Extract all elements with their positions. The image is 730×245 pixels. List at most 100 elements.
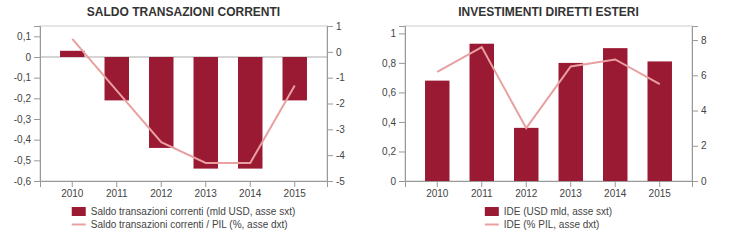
x-axis-line bbox=[41, 182, 328, 188]
x-axis-tick-mark bbox=[205, 181, 206, 187]
y-axis-tick-label: 0,6 bbox=[382, 87, 396, 98]
x-axis-tick: 2012 bbox=[150, 181, 173, 199]
plot-area: 20102011201220132014201500,20,40,60,8102… bbox=[382, 26, 707, 199]
x-axis-tick: 2013 bbox=[560, 181, 583, 199]
bar bbox=[60, 51, 84, 57]
x-axis-tick-mark bbox=[526, 181, 527, 187]
y-axis-tick: -0,3 bbox=[14, 114, 40, 125]
y2-axis-tick: 6 bbox=[692, 70, 707, 81]
y-axis-tick-mark bbox=[34, 119, 40, 120]
x-axis-tick: 2011 bbox=[106, 181, 128, 199]
y-axis-tick: 0,4 bbox=[382, 117, 405, 128]
x-axis-tick-label: 2012 bbox=[150, 188, 173, 199]
legend-label: Saldo transazioni correnti / PIL (%, ass… bbox=[91, 219, 288, 230]
y-axis-tick-mark bbox=[34, 57, 40, 58]
y-axis-tick-mark bbox=[399, 33, 405, 34]
x-axis-tick-mark bbox=[437, 181, 438, 187]
x-axis-tick: 2012 bbox=[515, 181, 538, 199]
bar bbox=[514, 128, 538, 181]
y-axis-tick-label: 0,8 bbox=[382, 58, 396, 69]
x-axis-tick: 2013 bbox=[195, 181, 218, 199]
y-axis-tick: -0,2 bbox=[14, 93, 40, 104]
plot-area: 2010 2011 2012 2013 2014 2015 0,1 0 -0,1 -0,2 -0,3… bbox=[14, 21, 346, 199]
x-axis-tick-label: 2013 bbox=[195, 188, 218, 199]
x-axis-tick-mark bbox=[250, 181, 251, 187]
legend-swatch bbox=[72, 224, 86, 226]
legend-item: IDE (USD mld, asse sxt) bbox=[485, 206, 612, 217]
bar bbox=[149, 57, 173, 148]
y2-axis-tick-label: -3 bbox=[336, 124, 345, 135]
y-axis-tick-label: 0,4 bbox=[382, 117, 396, 128]
x-axis-tick: 2015 bbox=[649, 181, 672, 199]
y-axis-tick-label: -0,1 bbox=[14, 72, 32, 83]
y-axis-tick-label: 0 bbox=[390, 176, 396, 187]
y-axis-tick: -0,4 bbox=[14, 134, 40, 145]
y-axis-tick-mark bbox=[34, 181, 40, 182]
bar bbox=[105, 57, 129, 100]
y-axis: 0 0,2 0,4 0,6 0,8 1 bbox=[382, 27, 405, 187]
y2-axis-tick-label: 1 bbox=[336, 21, 342, 32]
y-axis-tick: 1 bbox=[390, 28, 405, 39]
y-axis-tick-mark bbox=[399, 122, 405, 123]
y2-axis-tick: -5 bbox=[327, 176, 345, 187]
legend-label: IDE (USD mld, asse sxt) bbox=[504, 206, 612, 217]
y2-axis-tick-mark bbox=[692, 40, 698, 41]
legend: Saldo transazioni correnti (mld USD, ass… bbox=[72, 206, 296, 230]
x-axis-tick-mark bbox=[481, 181, 482, 187]
chart-title: INVESTIMENTI DIRETTI ESTERI bbox=[458, 5, 639, 19]
y-axis-tick: 0 bbox=[25, 52, 40, 63]
y2-axis-tick-mark bbox=[327, 155, 333, 156]
figure: SALDO TRANSAZIONI CORRENTI20102011201220… bbox=[0, 0, 730, 245]
marks bbox=[60, 39, 307, 169]
x-axis-tick-label: 2010 bbox=[61, 188, 84, 199]
y-axis-tick: -0,5 bbox=[14, 155, 40, 166]
x-axis-line bbox=[406, 182, 693, 188]
legend-label: Saldo transazioni correnti (mld USD, ass… bbox=[91, 206, 296, 217]
y-axis-tick-label: -0,4 bbox=[14, 134, 32, 145]
x-axis-tick: 2015 bbox=[284, 181, 307, 199]
y-axis-tick: 0,6 bbox=[382, 87, 405, 98]
y2-axis-tick: 0 bbox=[692, 176, 707, 187]
y2-axis-tick: 4 bbox=[692, 105, 707, 116]
y2-axis-tick: 2 bbox=[692, 140, 707, 151]
y2-axis-tick-label: 6 bbox=[701, 70, 707, 81]
x-axis-tick-label: 2011 bbox=[106, 188, 128, 199]
x-axis-tick-label: 2011 bbox=[471, 188, 493, 199]
bar bbox=[238, 57, 262, 169]
x-axis-tick-mark bbox=[294, 181, 295, 187]
y-axis-tick-mark bbox=[34, 78, 40, 79]
x-axis-tick-mark bbox=[116, 181, 117, 187]
y-axis-tick-label: 0 bbox=[25, 52, 31, 63]
chart-title: SALDO TRANSAZIONI CORRENTI bbox=[87, 5, 280, 19]
legend: IDE (USD mld, asse sxt) IDE (% PIL, asse … bbox=[485, 206, 612, 230]
y2-axis-tick-label: -5 bbox=[336, 176, 345, 187]
y-axis-tick-label: -0,5 bbox=[14, 155, 32, 166]
y-axis-tick-label: 1 bbox=[390, 28, 396, 39]
chart-panel: SALDO TRANSAZIONI CORRENTI20102011201220… bbox=[14, 5, 346, 230]
x-axis: 201020112012201320142015 bbox=[406, 181, 693, 199]
y2-axis-tick-label: -4 bbox=[336, 150, 345, 161]
x-axis-tick: 2010 bbox=[61, 181, 84, 199]
x-axis-tick-label: 2014 bbox=[239, 188, 262, 199]
y-axis-tick-mark bbox=[399, 92, 405, 93]
y-axis-tick: 0,8 bbox=[382, 58, 405, 69]
bar bbox=[425, 81, 449, 181]
y-axis-tick: 0,1 bbox=[17, 31, 40, 42]
x-axis-tick-mark bbox=[72, 181, 73, 187]
y2-axis-tick-mark bbox=[692, 181, 698, 182]
legend-label: IDE (% PIL, asse dxt) bbox=[504, 219, 600, 230]
y2-axis-tick-label: 2 bbox=[701, 140, 707, 151]
y-axis: 0,10-0,1-0,2-0,3-0,4-0,5-0,6 bbox=[14, 27, 41, 187]
legend-item: Saldo transazioni correnti (mld USD, ass… bbox=[72, 206, 296, 217]
plot-frame bbox=[40, 26, 327, 181]
y-axis-tick: 0,2 bbox=[382, 146, 405, 157]
chart-panel: INVESTIMENTI DIRETTI ESTERI 2 0 1 0 2011 2012 2… bbox=[382, 5, 707, 230]
y2-axis-tick-mark bbox=[327, 52, 333, 53]
x-axis-tick: 2014 bbox=[239, 181, 262, 199]
x-axis-tick-mark bbox=[615, 181, 616, 187]
x-axis-tick-label: 2015 bbox=[649, 188, 672, 199]
bar bbox=[559, 63, 583, 181]
y2-axis-tick-mark bbox=[327, 181, 333, 182]
line bbox=[437, 47, 659, 128]
y-axis-tick: -0,1 bbox=[14, 72, 40, 83]
